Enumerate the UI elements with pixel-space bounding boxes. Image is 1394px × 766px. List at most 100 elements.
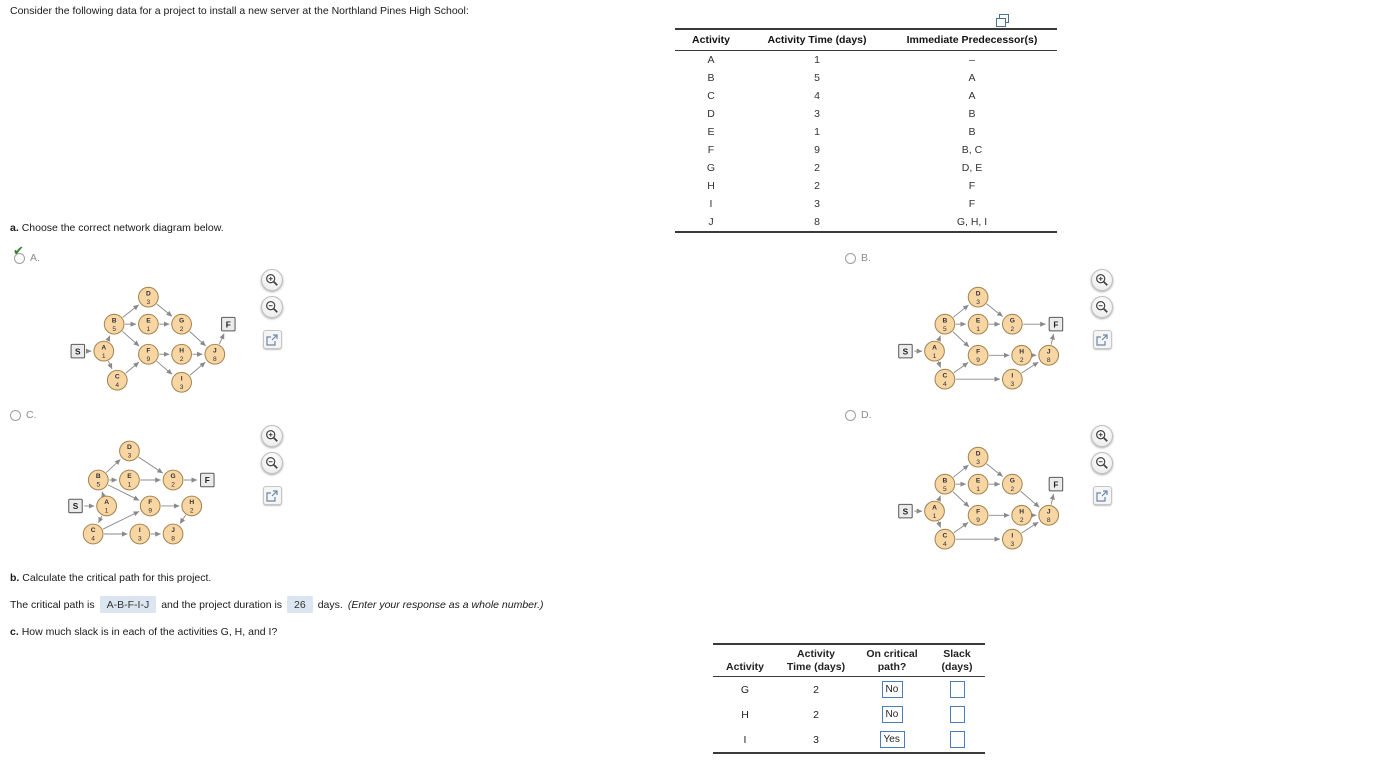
table-cell: E — [707, 126, 715, 138]
zoom-out-button[interactable] — [1091, 452, 1113, 474]
diagram-c-tools — [260, 425, 284, 505]
svg-text:G: G — [1010, 477, 1015, 484]
zoom-in-icon — [1096, 430, 1108, 442]
svg-text:3: 3 — [138, 536, 142, 543]
svg-text:F: F — [146, 347, 150, 354]
edge-B-F — [122, 330, 140, 347]
option-b-radio[interactable] — [845, 252, 856, 264]
svg-text:F: F — [148, 499, 152, 506]
svg-text:H: H — [1019, 348, 1024, 355]
activity-time-cell: 3 — [813, 733, 819, 746]
slack-input[interactable] — [949, 706, 965, 724]
svg-text:E: E — [976, 317, 981, 324]
table-row: D 3 B — [675, 105, 1057, 123]
svg-text:5: 5 — [943, 326, 947, 333]
svg-text:3: 3 — [1011, 541, 1015, 548]
zoom-out-icon — [266, 457, 278, 469]
edge-H-J — [179, 514, 187, 524]
svg-text:1: 1 — [147, 326, 151, 333]
on-critical-path-select[interactable]: No — [881, 681, 903, 699]
zoom-out-button[interactable] — [1091, 296, 1113, 318]
expand-button[interactable] — [262, 486, 282, 505]
table-cell: A — [968, 72, 976, 84]
node-F: F9 — [967, 344, 989, 366]
zoom-in-button[interactable] — [261, 269, 283, 291]
edge-A-B — [936, 495, 941, 502]
zoom-in-button[interactable] — [1091, 269, 1113, 291]
node-S: S — [898, 503, 913, 519]
svg-text:G: G — [1010, 317, 1015, 324]
svg-text:3: 3 — [976, 299, 980, 306]
svg-text:D: D — [976, 290, 981, 297]
zoom-in-icon — [266, 430, 278, 442]
col-activity: Activity — [713, 643, 777, 678]
expand-button[interactable] — [1092, 330, 1112, 349]
table-cell: B, C — [961, 144, 983, 156]
option-c-label: C. — [26, 409, 37, 421]
table-row: H 2 No — [713, 702, 985, 727]
option-a-radio[interactable]: ✔ — [13, 244, 25, 264]
table-row: F 9 B, C — [675, 141, 1057, 159]
expand-icon — [266, 489, 278, 502]
table-cell: B — [707, 72, 715, 84]
slack-input[interactable] — [949, 681, 965, 699]
svg-text:J: J — [1047, 348, 1051, 355]
node-D: D3 — [119, 440, 140, 462]
critical-path-answer-box[interactable]: A-B-F-I-J — [99, 596, 157, 613]
table-cell: C — [707, 90, 715, 102]
table-cell: G — [706, 162, 716, 174]
node-E: E1 — [138, 313, 159, 335]
svg-text:F: F — [205, 475, 210, 485]
edge-A-B — [101, 491, 107, 498]
svg-text:B: B — [96, 473, 101, 480]
slack-input[interactable] — [949, 731, 965, 749]
duration-answer-box[interactable]: 26 — [287, 596, 313, 613]
svg-text:2: 2 — [1020, 517, 1024, 524]
zoom-in-icon — [266, 274, 278, 286]
svg-text:9: 9 — [976, 517, 980, 524]
edge-B-F — [952, 331, 970, 348]
zoom-in-icon — [1096, 274, 1108, 286]
edge-D-G — [138, 456, 163, 474]
zoom-out-button[interactable] — [261, 452, 283, 474]
col-activity: Activity — [675, 28, 747, 51]
svg-text:9: 9 — [147, 356, 151, 363]
zoom-in-button[interactable] — [261, 425, 283, 447]
open-window-button[interactable] — [995, 13, 1010, 28]
section-c-text: How much slack is in each of the activit… — [21, 626, 278, 638]
edge-A-C — [936, 361, 942, 368]
svg-text:H: H — [1019, 508, 1024, 515]
edge-G-J — [1020, 490, 1040, 508]
expand-button[interactable] — [262, 330, 282, 349]
on-critical-path-select[interactable]: No — [881, 706, 903, 724]
node-I: I3 — [1001, 528, 1023, 550]
svg-text:F: F — [976, 348, 980, 355]
zoom-in-button[interactable] — [1091, 425, 1113, 447]
svg-text:5: 5 — [112, 326, 116, 333]
answer-middle-text: and the project duration is — [161, 598, 283, 611]
table-cell: 1 — [814, 126, 820, 138]
node-E: E1 — [967, 313, 989, 335]
on-critical-path-cell: Yes — [855, 727, 929, 753]
on-critical-path-cell: No — [855, 702, 929, 727]
expand-button[interactable] — [1092, 486, 1112, 505]
svg-text:C: C — [115, 373, 120, 380]
option-a-header: ✔ A. — [13, 244, 40, 265]
svg-text:4: 4 — [115, 382, 119, 389]
option-d-radio[interactable] — [845, 409, 856, 421]
option-c-radio[interactable] — [10, 409, 21, 421]
svg-text:3: 3 — [976, 459, 980, 466]
table-row: A 1 – — [675, 51, 1057, 70]
svg-text:F: F — [1053, 319, 1058, 329]
svg-text:I: I — [1011, 372, 1013, 379]
answer-prefix-text: The critical path is — [10, 598, 95, 611]
edge-B-D — [953, 304, 969, 318]
node-A: A1 — [96, 495, 118, 517]
svg-text:I: I — [1011, 532, 1013, 539]
svg-text:5: 5 — [943, 486, 947, 493]
zoom-out-button[interactable] — [261, 296, 283, 318]
on-critical-path-select[interactable]: Yes — [879, 731, 905, 749]
svg-text:2: 2 — [180, 326, 184, 333]
node-A: A1 — [924, 340, 945, 362]
node-FIN: F — [200, 472, 215, 488]
